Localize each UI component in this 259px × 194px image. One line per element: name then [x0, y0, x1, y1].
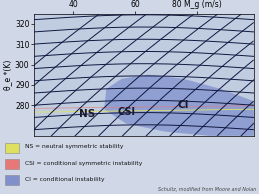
FancyBboxPatch shape	[5, 143, 19, 153]
Text: NS: NS	[80, 109, 96, 120]
Text: Schultz, modified from Moore and Nolan: Schultz, modified from Moore and Nolan	[158, 187, 256, 192]
Text: CSI = conditional symmetric instability: CSI = conditional symmetric instability	[25, 161, 142, 166]
Text: NS = neutral symmetric stability: NS = neutral symmetric stability	[25, 144, 123, 149]
Text: CI = conditional instability: CI = conditional instability	[25, 177, 104, 182]
Y-axis label: θ_e *(K): θ_e *(K)	[3, 60, 12, 90]
Text: CSI: CSI	[117, 107, 135, 117]
Ellipse shape	[0, 102, 259, 120]
FancyBboxPatch shape	[5, 159, 19, 169]
Ellipse shape	[0, 96, 259, 119]
Polygon shape	[104, 75, 254, 136]
Text: CI: CI	[178, 100, 189, 110]
FancyBboxPatch shape	[5, 175, 19, 185]
